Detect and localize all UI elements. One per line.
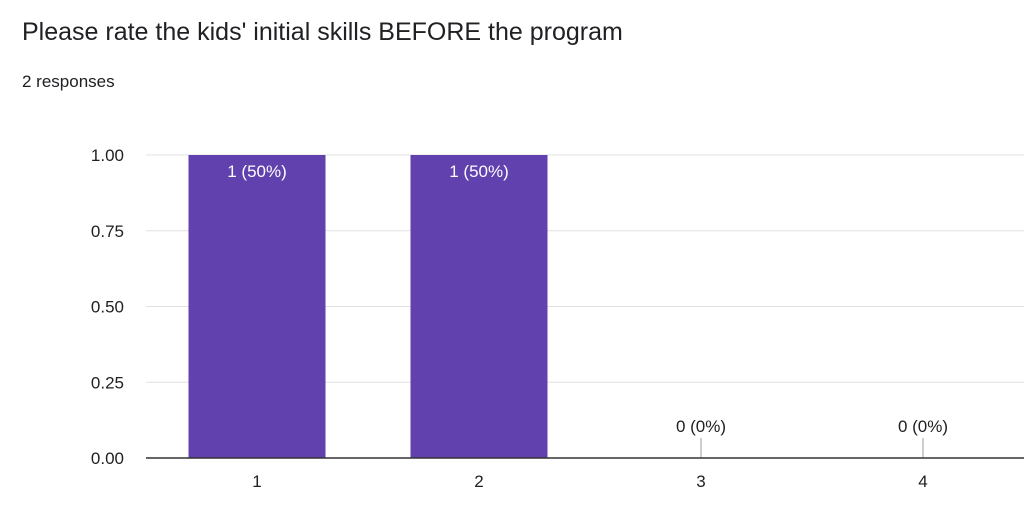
x-tick-label: 3 bbox=[696, 472, 705, 491]
response-count: 2 responses bbox=[22, 72, 115, 91]
x-tick-label: 2 bbox=[474, 472, 483, 491]
bar-data-label: 0 (0%) bbox=[676, 417, 726, 436]
bar-data-label: 0 (0%) bbox=[898, 417, 948, 436]
y-tick-label: 0.00 bbox=[91, 449, 124, 468]
y-tick-label: 0.50 bbox=[91, 298, 124, 317]
x-tick-label: 4 bbox=[918, 472, 927, 491]
x-tick-label: 1 bbox=[252, 472, 261, 491]
bar bbox=[188, 155, 326, 458]
bar-data-label: 1 (50%) bbox=[227, 162, 287, 181]
bar bbox=[410, 155, 548, 458]
y-tick-label: 0.75 bbox=[91, 222, 124, 241]
y-tick-label: 0.25 bbox=[91, 373, 124, 392]
chart-title: Please rate the kids' initial skills BEF… bbox=[22, 18, 623, 46]
y-tick-label: 1.00 bbox=[91, 146, 124, 165]
bar-data-label: 1 (50%) bbox=[449, 162, 509, 181]
